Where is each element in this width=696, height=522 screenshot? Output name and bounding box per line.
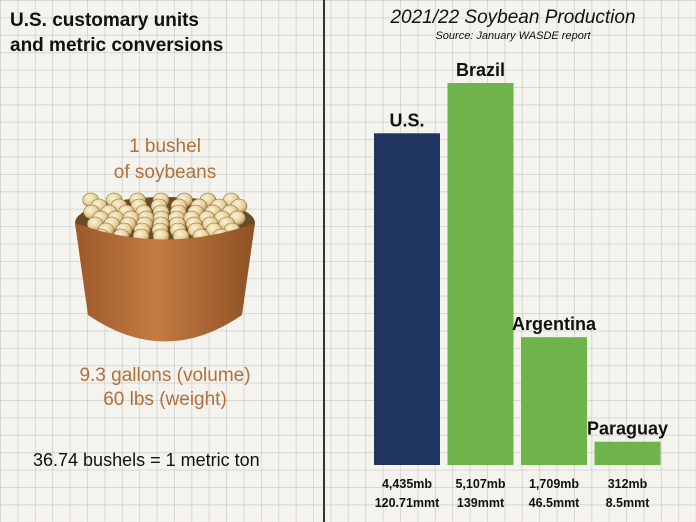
metric-label: 139mmt — [457, 496, 505, 510]
panel-divider — [323, 0, 325, 522]
conversion-label: 36.74 bushels = 1 metric ton — [33, 450, 260, 470]
value-label: 4,435mb — [382, 477, 432, 491]
bushel-label-line2: of soybeans — [113, 162, 217, 183]
value-label: 312mb — [608, 477, 648, 491]
left-title-line1: U.S. customary units — [10, 10, 199, 31]
bushel-measures: 9.3 gallons (volume) 60 lbs (weight) — [40, 364, 290, 412]
metric-label: 8.5mmt — [606, 496, 651, 510]
value-label: 1,709mb — [529, 477, 579, 491]
chart-title: 2021/22 Soybean Production — [390, 7, 636, 28]
production-bar-chart: U.S. 4,435mb 120.71mmt Brazil 5,107mb 139mmt A… — [374, 60, 668, 510]
weight-label: 60 lbs (weight) — [103, 389, 227, 410]
bar-us — [374, 133, 440, 466]
bar-argentina — [521, 337, 587, 465]
bushel-label: 1 bushel of soybeans — [70, 134, 260, 186]
category-label: U.S. — [389, 110, 424, 130]
bar-paraguay — [594, 441, 661, 465]
volume-label: 9.3 gallons (volume) — [79, 365, 251, 386]
category-label: Brazil — [456, 60, 505, 80]
left-title-line2: and metric conversions — [10, 35, 224, 56]
metric-label: 120.71mmt — [375, 496, 440, 510]
bar-brazil — [447, 83, 514, 465]
chart-subtitle: Source: January WASDE report — [435, 30, 591, 42]
category-label: Argentina — [512, 314, 597, 334]
category-label: Paraguay — [587, 419, 668, 439]
bushel-label-line1: 1 bushel — [129, 136, 201, 157]
value-label: 5,107mb — [455, 477, 505, 491]
soybean-basket-icon — [75, 192, 255, 342]
metric-label: 46.5mmt — [529, 496, 581, 510]
left-panel-title: U.S. customary units and metric conversi… — [10, 8, 223, 58]
